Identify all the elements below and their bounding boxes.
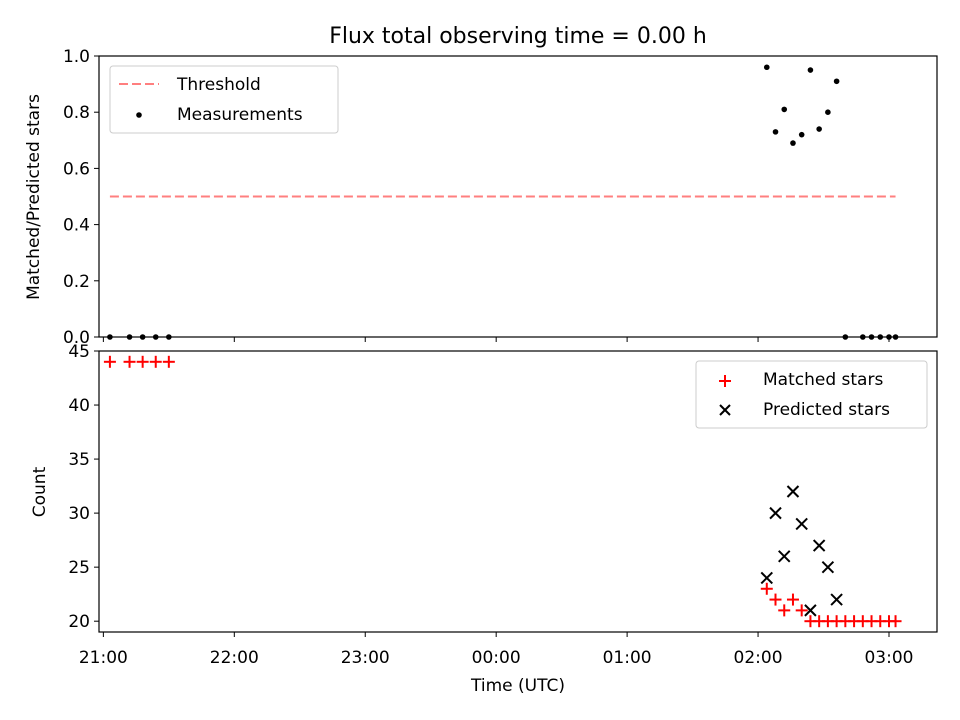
measurement-point [798,131,805,138]
bottom-y-tick-label: 35 [68,450,90,470]
measurement-point [166,334,172,340]
legend-threshold-label: Threshold [176,75,261,95]
bottom-legend-frame [695,360,928,429]
measurement-point [816,126,822,132]
bottom-x-tick-label: 00:00 [472,648,521,668]
predicted-star-marker-b [804,604,817,617]
top-legend-frame [109,65,339,134]
matched-star-marker [136,355,149,368]
bottom-y-tick-label: 25 [68,558,90,578]
measurement-point [126,334,133,340]
top-legend: Threshold Measurements [109,65,339,134]
bottom-y-tick-label: 30 [68,504,90,524]
legend-matched-swatch [719,375,731,387]
bottom-y-tick-label: 45 [68,342,90,362]
top-axes-frame [98,55,938,338]
top-y-axis-label: Matched/Predicted stars [24,94,44,300]
measurement-point [833,78,840,85]
predicted-star-marker [812,539,826,552]
measurement-point [152,334,159,340]
top-y-tick-label: 0.8 [63,103,90,123]
predicted-star-marker-b [778,550,791,563]
measurement-point [772,129,779,135]
matched-star-marker [889,615,902,628]
measurement-point [763,64,770,71]
predicted-star-marker [760,571,773,585]
bottom-x-tick-label: 22:00 [210,648,259,668]
measurement-point [886,334,892,340]
legend-predicted-swatch [719,404,731,416]
bottom-y-tick-label: 20 [68,612,90,632]
measurement-point [107,334,113,340]
predicted-star-marker-b [795,517,808,531]
top-y-tick-label: 0.2 [63,272,90,292]
bottom-y-axis-label: Count [30,466,50,517]
measurement-point [807,67,814,73]
bottom-x-tick-label: 02:00 [734,648,783,668]
legend-measurements-swatch [136,112,142,118]
top-y-tick-label: 0.0 [63,328,90,348]
predicted-star-marker [804,604,817,617]
predicted-star-marker [795,517,808,531]
bottom-x-tick-label: 21:00 [79,648,128,668]
legend-predicted-label: Predicted stars [763,400,890,420]
top-y-tick-label: 1.0 [63,47,90,67]
matched-star-marker [123,355,136,368]
top-y-tick-label: 0.4 [63,216,90,236]
matched-star-marker [786,593,799,606]
predicted-star-marker-b [821,560,835,574]
predicted-star-marker-b [760,571,773,585]
measurement-point [825,109,831,115]
top-y-tick-label: 0.6 [63,159,90,179]
legend-matched-label: Matched stars [763,370,883,390]
measurement-point [860,334,866,340]
bottom-y-tick-label: 40 [68,396,90,416]
predicted-star-marker [786,485,800,498]
predicted-star-marker-b [830,593,843,606]
matched-star-marker [149,355,162,368]
matched-star-marker [778,604,791,617]
measurement-point [139,334,146,340]
measurement-point [842,334,849,340]
legend-measurements-label: Measurements [177,105,303,125]
matched-star-marker [769,593,782,606]
predicted-star-marker [778,550,791,563]
bottom-x-tick-label: 01:00 [603,648,652,668]
matched-star-marker [162,355,175,368]
bottom-x-tick-label: 03:00 [864,648,913,668]
predicted-star-marker [821,560,835,574]
measurement-point [868,334,875,340]
predicted-star-marker [830,593,843,606]
bottom-panel: 20 25 30 35 40 45 21:00 22:00 23:00 00:00 01:00 02:… [68,342,938,668]
predicted-star-marker [769,506,782,520]
x-axis-label: Time (UTC) [470,676,565,696]
predicted-star-marker-b [812,539,826,552]
top-panel: 0.0 0.2 0.4 0.6 0.8 1.0 [63,47,938,348]
matched-star-marker [795,604,808,617]
bottom-x-tick-label: 23:00 [341,648,390,668]
chart-title: Flux total observing time = 0.00 h [329,24,707,49]
matched-star-marker [103,355,116,368]
matched-star-marker [760,582,773,595]
measurement-point [877,334,884,340]
predicted-star-marker-b [786,485,800,498]
bottom-legend: Matched stars Predicted stars [695,360,928,429]
bottom-axes-frame [98,350,938,633]
measurement-point [781,106,788,113]
measurement-point [790,140,796,146]
measurement-point [892,334,899,340]
predicted-star-marker-b [769,506,782,520]
